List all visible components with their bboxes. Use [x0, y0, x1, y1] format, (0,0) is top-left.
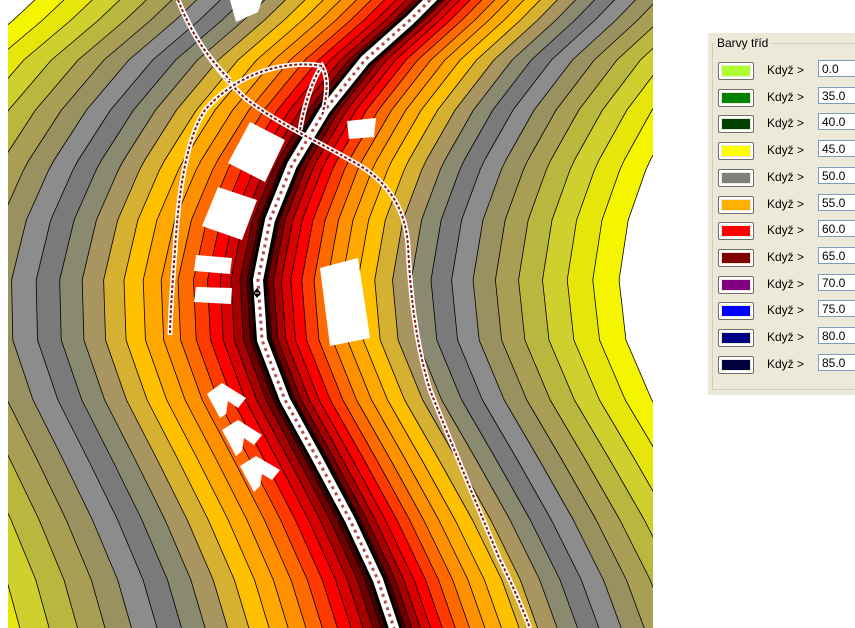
color-swatch-button[interactable]: [718, 142, 754, 161]
color-swatch-button[interactable]: [718, 222, 754, 241]
color-swatch-fill: [722, 279, 750, 290]
class-row: Když > 70.0: [718, 273, 855, 295]
class-row: Když > 35.0: [718, 86, 855, 108]
color-swatch-fill: [722, 66, 750, 76]
class-row: Když > 50.0: [718, 166, 855, 188]
threshold-value-input[interactable]: 65.0: [818, 246, 855, 264]
color-swatch-fill: [722, 199, 750, 210]
color-swatch-button[interactable]: [718, 115, 754, 134]
building: [320, 258, 370, 346]
secondary-road: [169, 63, 323, 336]
color-swatch-button[interactable]: [718, 329, 754, 347]
color-swatch-button[interactable]: [718, 88, 754, 107]
cursor-marker: [253, 288, 261, 298]
buildings: [194, 0, 376, 492]
building: [202, 187, 257, 240]
class-row: Když > 85.0: [718, 353, 855, 375]
building: [240, 456, 280, 492]
color-swatch-button[interactable]: [718, 275, 754, 294]
threshold-value-input[interactable]: 40.0: [818, 113, 855, 131]
secondary-roads: [167, 0, 533, 628]
class-row: Když > 40.0: [718, 112, 855, 134]
secondary-road: [177, 0, 231, 81]
color-swatch-fill: [722, 172, 750, 183]
threshold-value-input[interactable]: 50.0: [818, 166, 855, 184]
threshold-value-input[interactable]: 70.0: [818, 273, 855, 291]
threshold-label: Když >: [767, 196, 805, 211]
threshold-label: Když >: [767, 143, 805, 158]
threshold-value-input[interactable]: 85.0: [818, 353, 855, 371]
threshold-label: Když >: [767, 303, 805, 318]
color-swatch-fill: [722, 146, 750, 157]
color-swatch-fill: [722, 252, 750, 263]
building: [347, 118, 376, 139]
threshold-value-input[interactable]: 0.0: [818, 60, 855, 77]
building: [222, 420, 262, 456]
class-row: Když > 0.0: [718, 59, 855, 81]
color-swatch-button[interactable]: [718, 302, 754, 321]
threshold-label: Když >: [767, 356, 805, 371]
threshold-label: Když >: [767, 63, 805, 77]
class-colors-group: [712, 43, 855, 390]
group-title: Barvy tříd: [715, 36, 771, 50]
class-row: Když > 80.0: [718, 326, 855, 348]
class-row: Když > 55.0: [718, 193, 855, 215]
threshold-value-input[interactable]: 75.0: [818, 300, 855, 318]
secondary-road: [177, 0, 531, 628]
class-row: Když > 65.0: [718, 246, 855, 268]
building: [194, 287, 232, 304]
threshold-label: Když >: [767, 249, 805, 264]
color-swatch-button[interactable]: [718, 168, 754, 187]
color-swatch-button[interactable]: [718, 195, 754, 214]
road-centerline: [256, 0, 433, 628]
class-colors-panel: Barvy tříd Když > 0.0 Když > 35.0 Když > 40.0…: [708, 33, 855, 395]
color-swatch-button[interactable]: [718, 62, 754, 80]
color-swatch-fill: [722, 306, 750, 317]
threshold-label: Když >: [767, 276, 805, 291]
color-swatch-fill: [722, 226, 750, 237]
threshold-label: Když >: [767, 169, 805, 184]
main-road: [250, 0, 442, 628]
threshold-label: Když >: [767, 89, 805, 104]
threshold-value-input[interactable]: 60.0: [818, 220, 855, 238]
threshold-label: Když >: [767, 330, 805, 344]
class-row: Když > 60.0: [718, 219, 855, 241]
threshold-value-input[interactable]: 35.0: [818, 86, 855, 104]
color-swatch-fill: [722, 333, 750, 343]
building: [230, 0, 262, 22]
class-row: Když > 75.0: [718, 299, 855, 321]
threshold-value-input[interactable]: 45.0: [818, 140, 855, 158]
color-swatch-fill: [722, 359, 750, 370]
building: [207, 383, 246, 418]
building: [228, 122, 285, 182]
threshold-label: Když >: [767, 223, 805, 238]
color-swatch-fill: [722, 119, 750, 130]
color-swatch-button[interactable]: [718, 355, 754, 374]
color-swatch-fill: [722, 92, 750, 103]
threshold-value-input[interactable]: 55.0: [818, 193, 855, 211]
class-row: Když > 45.0: [718, 139, 855, 161]
noise-contour-map[interactable]: [0, 0, 660, 628]
building: [194, 255, 232, 274]
threshold-label: Když >: [767, 116, 805, 131]
color-swatch-button[interactable]: [718, 248, 754, 267]
threshold-value-input[interactable]: 80.0: [818, 327, 855, 344]
